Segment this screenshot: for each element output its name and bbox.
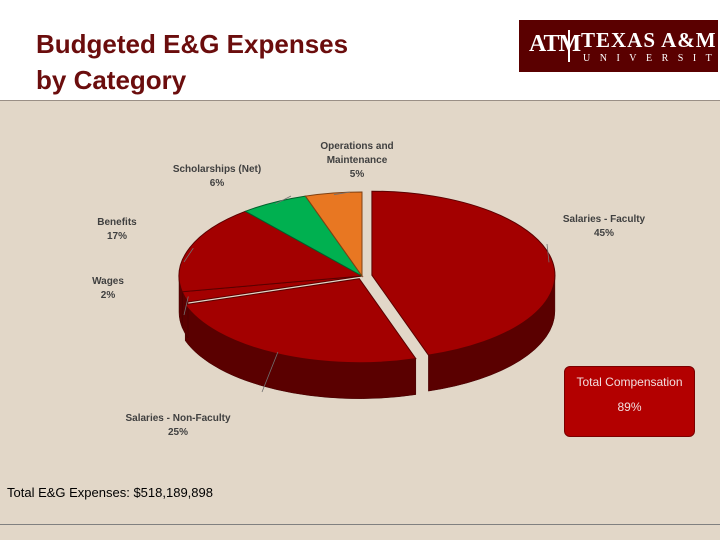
slice-percent: 5% bbox=[350, 169, 365, 180]
callout-label: Total Compensation bbox=[576, 375, 683, 389]
slide-title: Budgeted E&G Expenses by Category bbox=[36, 26, 348, 98]
header-divider bbox=[0, 100, 720, 101]
slice-percent: 6% bbox=[210, 178, 225, 189]
slice-label-4: Benefits 17% bbox=[97, 217, 137, 242]
callout-value: 89% bbox=[617, 400, 642, 414]
slide-title-line-2: by Category bbox=[36, 65, 187, 95]
slice-label-2: Salaries - Non-Faculty 25% bbox=[125, 413, 230, 438]
slice-label-5: Scholarships (Net) 6% bbox=[173, 164, 261, 189]
pie-slice-4 bbox=[178, 210, 364, 293]
footer-divider bbox=[0, 524, 720, 525]
slice-category: Wages bbox=[92, 276, 124, 287]
slice-category: Benefits bbox=[97, 217, 137, 228]
total-expenses-text: Total E&G Expenses: $518,189,898 bbox=[7, 485, 213, 500]
leader-line-3 bbox=[183, 296, 189, 316]
leader-line-6 bbox=[333, 191, 351, 196]
leader-line-4 bbox=[183, 247, 194, 263]
leader-line-5 bbox=[275, 195, 292, 205]
pie-labels: Salaries - Faculty 45% Salaries - Non-Facu… bbox=[92, 141, 646, 438]
pie-slices bbox=[178, 190, 556, 364]
pie-slice-6 bbox=[304, 191, 363, 278]
slice-label-1: Salaries - Faculty 45% bbox=[563, 214, 646, 239]
leader-line-2 bbox=[261, 351, 279, 393]
logo-name: TEXAS A&M bbox=[581, 28, 717, 52]
total-compensation-callout: Total Compensation 89% bbox=[564, 366, 695, 437]
slice-percent: 17% bbox=[107, 231, 127, 242]
slice-percent: 25% bbox=[168, 427, 188, 438]
pie-slice-2 bbox=[184, 278, 417, 364]
slice-category: Scholarships (Net) bbox=[173, 164, 261, 175]
slice-category: Maintenance bbox=[327, 155, 388, 166]
slice-percent: 2% bbox=[101, 290, 116, 301]
atm-logo-mark: ATM bbox=[529, 31, 581, 57]
slice-label-3: Wages 2% bbox=[92, 276, 124, 301]
university-logo: ATM TEXAS A&M UNIVERSITY bbox=[519, 20, 720, 72]
leader-line-1 bbox=[546, 243, 550, 263]
logo-divider bbox=[568, 30, 570, 62]
slice-label-6: Operations and Maintenance 5% bbox=[320, 141, 393, 180]
slice-percent: 45% bbox=[594, 228, 614, 239]
slide-title-line-1: Budgeted E&G Expenses bbox=[36, 29, 349, 59]
slice-category: Salaries - Faculty bbox=[563, 214, 646, 225]
slice-category: Salaries - Non-Faculty bbox=[125, 413, 230, 424]
logo-subtitle: UNIVERSITY bbox=[583, 53, 720, 64]
pie-slice-1 bbox=[371, 190, 556, 356]
slice-category: Operations and bbox=[320, 141, 393, 152]
